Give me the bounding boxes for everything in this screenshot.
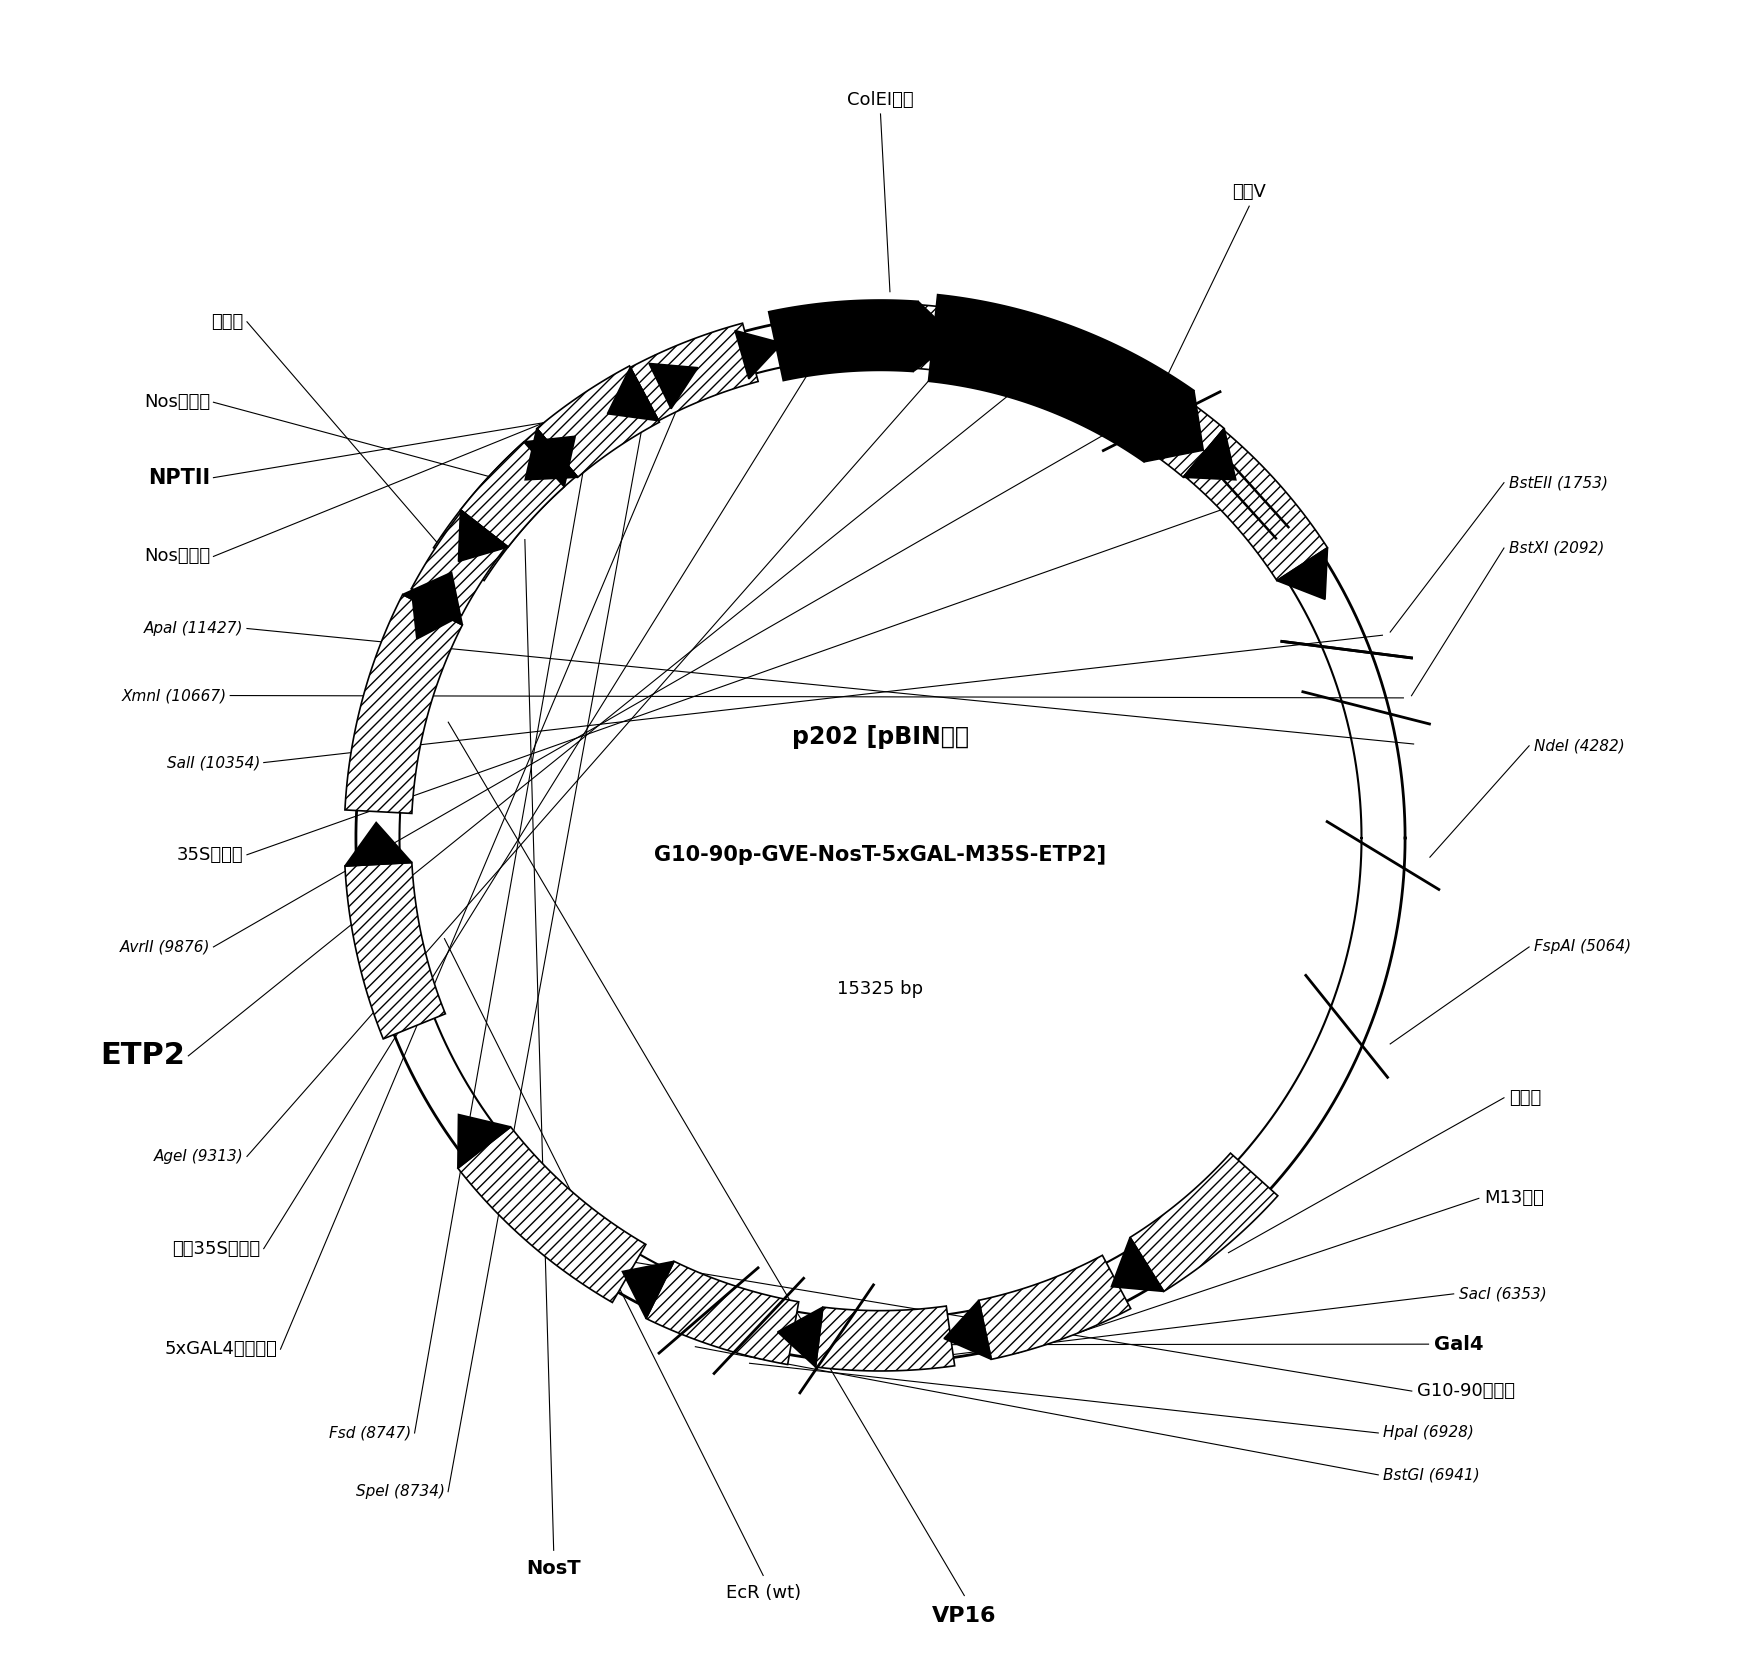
- Polygon shape: [412, 588, 461, 639]
- Polygon shape: [1277, 548, 1328, 600]
- Polygon shape: [928, 295, 1194, 463]
- Polygon shape: [608, 367, 659, 421]
- Polygon shape: [403, 573, 463, 625]
- Text: 15325 bp: 15325 bp: [838, 980, 923, 997]
- Polygon shape: [1185, 429, 1328, 580]
- Text: NdeI (4282): NdeI (4282): [1534, 739, 1625, 753]
- Text: 最小35S启动子: 最小35S启动子: [173, 1240, 261, 1257]
- Text: Nos终止子: Nos终止子: [144, 548, 210, 565]
- Text: SacI (6353): SacI (6353): [1458, 1287, 1546, 1301]
- Polygon shape: [1079, 354, 1224, 478]
- Polygon shape: [1057, 342, 1108, 401]
- Polygon shape: [683, 330, 748, 396]
- Polygon shape: [914, 302, 958, 372]
- Text: Fsd (8747): Fsd (8747): [329, 1426, 412, 1440]
- Text: G10-90p-GVE-NosT-5xGAL-M35S-ETP2]: G10-90p-GVE-NosT-5xGAL-M35S-ETP2]: [655, 845, 1106, 865]
- Text: SalI (10354): SalI (10354): [167, 756, 261, 769]
- Text: ApaI (11427): ApaI (11427): [144, 622, 243, 635]
- Polygon shape: [835, 303, 954, 372]
- Text: 右边界: 右边界: [211, 313, 243, 330]
- Text: AgeI (9313): AgeI (9313): [153, 1150, 243, 1163]
- Polygon shape: [345, 863, 446, 1039]
- Text: Gal4: Gal4: [1433, 1334, 1483, 1354]
- Polygon shape: [815, 1306, 954, 1371]
- Polygon shape: [946, 308, 1081, 401]
- Text: EcR (wt): EcR (wt): [726, 1584, 801, 1602]
- Polygon shape: [650, 364, 697, 409]
- Text: ColEI起点: ColEI起点: [847, 91, 914, 109]
- Polygon shape: [1145, 391, 1203, 463]
- Polygon shape: [630, 323, 759, 421]
- Text: BstEII (1753): BstEII (1753): [1509, 476, 1608, 489]
- Polygon shape: [458, 1126, 646, 1302]
- Text: BstXI (2092): BstXI (2092): [1509, 541, 1604, 555]
- Polygon shape: [646, 1262, 799, 1364]
- Polygon shape: [734, 330, 782, 379]
- Polygon shape: [345, 595, 463, 813]
- Polygon shape: [433, 442, 564, 580]
- Polygon shape: [768, 300, 917, 380]
- Text: M13起点: M13起点: [1485, 1190, 1544, 1207]
- Polygon shape: [461, 429, 576, 546]
- Text: 5xGAL4效应元件: 5xGAL4效应元件: [164, 1341, 276, 1358]
- Text: NosT: NosT: [527, 1559, 581, 1577]
- Polygon shape: [946, 308, 991, 372]
- Polygon shape: [458, 510, 509, 561]
- Polygon shape: [458, 1115, 511, 1168]
- Polygon shape: [537, 365, 659, 478]
- Text: NPTII: NPTII: [148, 468, 210, 488]
- Polygon shape: [345, 823, 412, 866]
- Polygon shape: [601, 364, 671, 432]
- Text: 起点V: 起点V: [1233, 183, 1266, 201]
- Text: AvrII (9876): AvrII (9876): [120, 940, 210, 954]
- Polygon shape: [1183, 429, 1236, 479]
- Text: BstGI (6941): BstGI (6941): [1384, 1468, 1479, 1482]
- Polygon shape: [1131, 1153, 1278, 1292]
- Polygon shape: [979, 1255, 1131, 1359]
- Text: VP16: VP16: [932, 1606, 997, 1626]
- Text: XmnI (10667): XmnI (10667): [122, 689, 227, 702]
- Text: SpeI (8734): SpeI (8734): [356, 1485, 446, 1498]
- Text: 左边界: 左边界: [1509, 1089, 1541, 1106]
- Polygon shape: [778, 1307, 822, 1368]
- Polygon shape: [412, 511, 507, 615]
- Text: 35S终止子: 35S终止子: [178, 846, 243, 863]
- Polygon shape: [525, 429, 578, 479]
- Text: HpaI (6928): HpaI (6928): [1384, 1426, 1474, 1440]
- Text: G10-90启动子: G10-90启动子: [1418, 1383, 1514, 1399]
- Polygon shape: [622, 1262, 674, 1319]
- Text: Nos启动子: Nos启动子: [144, 394, 210, 411]
- Text: FspAI (5064): FspAI (5064): [1534, 940, 1631, 954]
- Text: ETP2: ETP2: [100, 1041, 185, 1071]
- Polygon shape: [944, 1301, 991, 1359]
- Polygon shape: [1111, 1237, 1164, 1292]
- Text: p202 [pBIN中的: p202 [pBIN中的: [792, 726, 969, 749]
- Polygon shape: [523, 436, 576, 486]
